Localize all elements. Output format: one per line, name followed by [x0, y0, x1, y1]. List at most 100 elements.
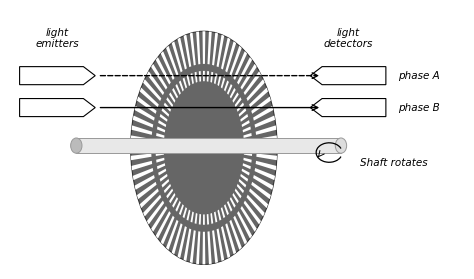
Polygon shape [231, 184, 242, 198]
Polygon shape [166, 184, 176, 198]
Polygon shape [210, 205, 213, 224]
Polygon shape [221, 226, 230, 258]
Polygon shape [216, 202, 221, 221]
Polygon shape [19, 98, 95, 117]
Polygon shape [256, 146, 277, 150]
Polygon shape [246, 195, 264, 217]
Polygon shape [183, 229, 191, 261]
Polygon shape [155, 146, 167, 149]
Polygon shape [240, 206, 257, 232]
Polygon shape [137, 97, 156, 114]
Polygon shape [310, 98, 386, 117]
Polygon shape [240, 133, 252, 139]
Text: phase B: phase B [398, 103, 439, 112]
Polygon shape [235, 108, 246, 120]
Text: light
detectors: light detectors [323, 28, 373, 49]
Polygon shape [147, 201, 164, 225]
Polygon shape [249, 188, 268, 208]
Polygon shape [227, 192, 236, 208]
Polygon shape [166, 97, 176, 111]
Polygon shape [233, 216, 247, 245]
Polygon shape [132, 161, 152, 170]
Polygon shape [208, 231, 212, 264]
Polygon shape [238, 120, 250, 129]
Polygon shape [190, 33, 196, 66]
Polygon shape [255, 168, 275, 180]
Polygon shape [175, 84, 183, 101]
Polygon shape [255, 116, 275, 128]
Polygon shape [172, 223, 182, 254]
Polygon shape [203, 71, 205, 90]
Polygon shape [172, 41, 182, 73]
Polygon shape [251, 182, 271, 199]
Polygon shape [131, 135, 152, 142]
Polygon shape [156, 157, 168, 163]
Polygon shape [133, 168, 153, 180]
Polygon shape [137, 182, 156, 199]
Polygon shape [217, 35, 224, 67]
Polygon shape [229, 46, 242, 76]
Polygon shape [158, 120, 170, 129]
Polygon shape [161, 51, 174, 80]
Polygon shape [222, 80, 229, 98]
Polygon shape [231, 97, 242, 111]
Polygon shape [249, 88, 268, 107]
Polygon shape [240, 157, 252, 163]
Polygon shape [157, 162, 169, 169]
Polygon shape [182, 78, 189, 95]
Polygon shape [256, 135, 277, 142]
Polygon shape [206, 71, 209, 90]
Polygon shape [240, 152, 252, 156]
Polygon shape [227, 88, 236, 104]
Text: phase A: phase A [398, 71, 439, 81]
Polygon shape [169, 188, 179, 203]
Polygon shape [239, 162, 251, 169]
Polygon shape [178, 226, 187, 258]
Polygon shape [234, 102, 244, 115]
Polygon shape [240, 64, 257, 90]
Polygon shape [135, 106, 155, 121]
Polygon shape [191, 73, 195, 92]
Polygon shape [160, 172, 171, 182]
Polygon shape [255, 161, 276, 170]
Polygon shape [253, 106, 273, 121]
Polygon shape [179, 80, 186, 98]
Polygon shape [210, 72, 213, 91]
Polygon shape [237, 57, 252, 85]
Polygon shape [224, 84, 232, 101]
Polygon shape [161, 216, 174, 245]
Polygon shape [237, 114, 248, 124]
Polygon shape [169, 92, 179, 107]
Polygon shape [216, 75, 221, 93]
Polygon shape [131, 146, 151, 150]
Bar [76, 138, 341, 153]
Polygon shape [172, 88, 181, 104]
Text: light
emitters: light emitters [36, 28, 79, 49]
Polygon shape [166, 46, 178, 76]
Polygon shape [191, 204, 195, 223]
Polygon shape [156, 211, 171, 239]
Polygon shape [186, 75, 192, 93]
Polygon shape [158, 167, 170, 175]
Polygon shape [240, 146, 252, 149]
Polygon shape [225, 223, 236, 254]
Ellipse shape [166, 85, 242, 211]
Polygon shape [162, 176, 173, 187]
Polygon shape [212, 230, 218, 263]
Polygon shape [178, 37, 187, 69]
Polygon shape [237, 172, 248, 182]
Polygon shape [155, 140, 167, 144]
Polygon shape [222, 198, 229, 215]
Polygon shape [155, 152, 167, 156]
Polygon shape [133, 116, 153, 128]
Polygon shape [156, 57, 171, 85]
Polygon shape [310, 67, 386, 85]
Polygon shape [225, 41, 236, 73]
Polygon shape [151, 64, 167, 90]
Polygon shape [195, 72, 198, 91]
Ellipse shape [335, 138, 346, 153]
Polygon shape [195, 205, 198, 224]
Ellipse shape [131, 31, 277, 264]
Polygon shape [229, 188, 239, 203]
Polygon shape [157, 126, 169, 134]
